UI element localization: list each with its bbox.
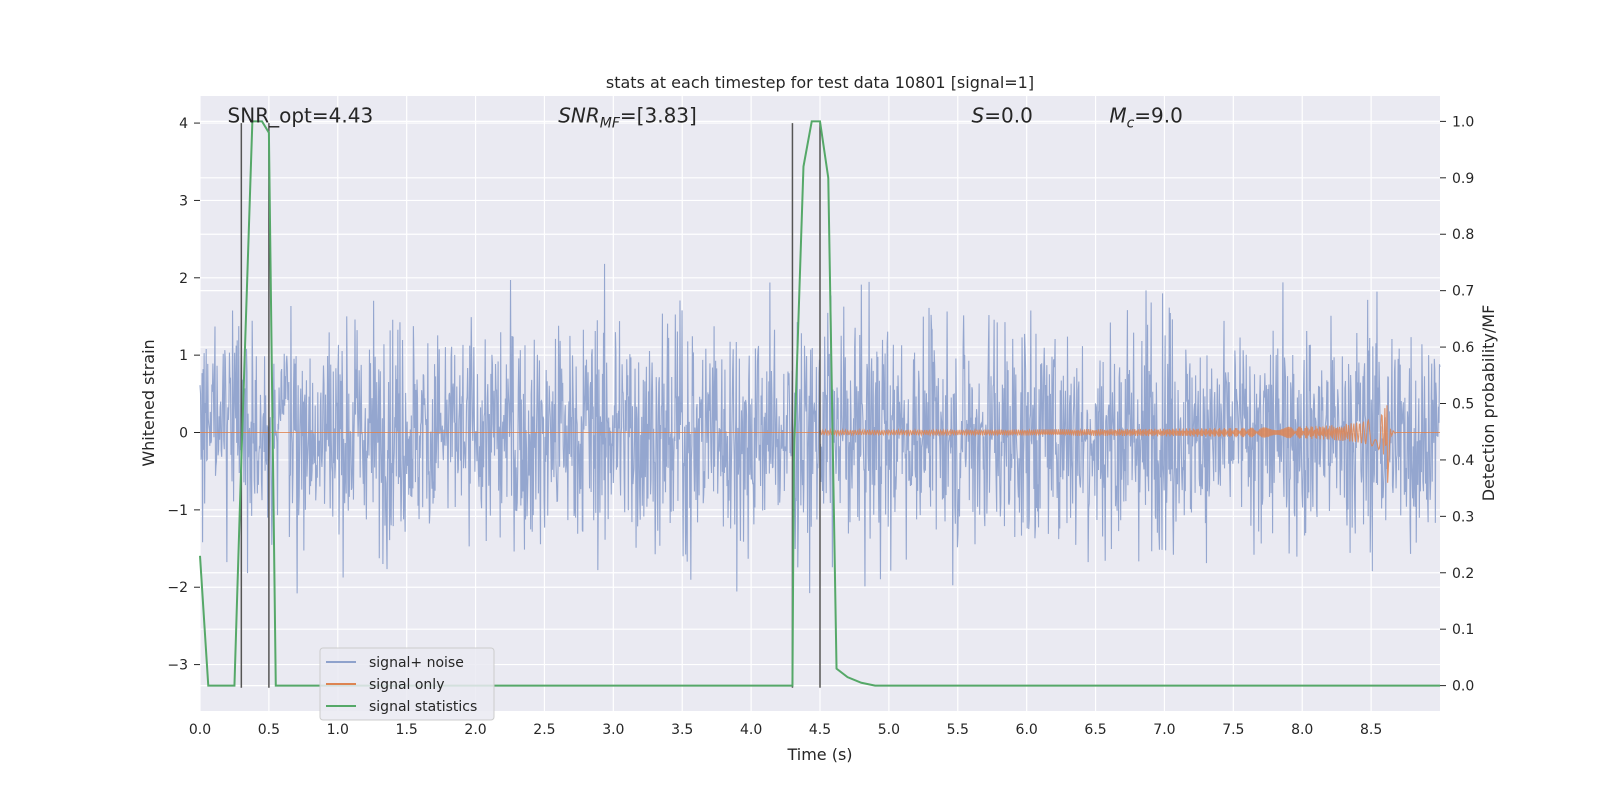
x-tick-label: 2.5 (533, 722, 555, 738)
y-tick-label: −1 (167, 503, 188, 519)
annotation-text: SNR_opt=4.43 (228, 103, 374, 127)
x-tick-label: 0.5 (258, 722, 280, 738)
y-right-tick-label: 0.1 (1452, 622, 1474, 638)
x-tick-label: 1.0 (327, 722, 349, 738)
y-right-tick-label: 0.0 (1452, 679, 1474, 695)
y-right-tick-label: 1.0 (1452, 114, 1474, 130)
x-tick-label: 8.5 (1360, 722, 1382, 738)
y-tick-label: 4 (179, 116, 188, 132)
x-tick-label: 1.5 (396, 722, 418, 738)
x-tick-label: 5.0 (878, 722, 900, 738)
y-axis-right-label: Detection probability/MF (1479, 305, 1498, 502)
x-ticks: 0.0 0.5 1.0 1.5 2.0 2.5 3.0 3.5 4.0 4.5 5.0 5.5 6.0 6… (189, 722, 1382, 738)
x-tick-label: 4.5 (809, 722, 831, 738)
x-tick-label: 2.0 (464, 722, 486, 738)
annotation-text: Mc=9.0 (1109, 103, 1183, 131)
legend: signal+ noise signal only signal statist… (319, 647, 495, 721)
annotation-text: S=0.0 (972, 103, 1033, 127)
legend-label-signal-noise: signal+ noise (369, 655, 464, 671)
x-tick-label: 8.0 (1291, 722, 1313, 738)
y-right-tick-label: 0.3 (1452, 509, 1474, 525)
x-tick-label: 7.0 (1153, 722, 1175, 738)
y-right-tick-label: 0.6 (1452, 340, 1474, 356)
y-tick-label: 3 (179, 193, 188, 209)
legend-label-signal-statistics: signal statistics (369, 699, 477, 715)
y-tick-label: 2 (179, 271, 188, 287)
x-tick-label: 3.5 (671, 722, 693, 738)
signal-statistics-series (199, 120, 1440, 687)
annotations: SNR_opt=4.43 SNRMF=[3.83] S=0.0 Mc=9.0 (228, 103, 1183, 131)
x-tick-label: 0.0 (189, 722, 211, 738)
y-right-tick-label: 0.2 (1452, 566, 1474, 582)
x-tick-label: 5.5 (947, 722, 969, 738)
y-right-tick-label: 0.8 (1452, 227, 1474, 243)
x-tick-label: 4.0 (740, 722, 762, 738)
x-tick-label: 7.5 (1222, 722, 1244, 738)
y-ticks-right: 1.0 0.9 0.8 0.7 0.6 0.5 0.4 0.3 0.2 0.1 0.0 (1440, 114, 1474, 695)
x-tick-label: 6.5 (1084, 722, 1106, 738)
signal-statistics-line (199, 120, 1440, 687)
y-tick-label: 0 (179, 426, 188, 442)
x-axis-label: Time (s) (786, 745, 852, 764)
annotation-text: SNRMF=[3.83] (558, 103, 697, 131)
y-tick-label: −2 (167, 580, 188, 596)
y-right-tick-label: 0.9 (1452, 171, 1474, 187)
legend-box (319, 647, 495, 721)
x-tick-label: 3.0 (602, 722, 624, 738)
y-tick-label: 1 (179, 348, 188, 364)
y-right-tick-label: 0.5 (1452, 397, 1474, 413)
chart-title: stats at each timestep for test data 108… (606, 73, 1034, 92)
legend-label-signal-only: signal only (369, 677, 444, 693)
y-tick-label: −3 (167, 658, 188, 674)
y-right-tick-label: 0.4 (1452, 453, 1474, 469)
y-axis-label: Whitened strain (139, 339, 158, 466)
y-right-tick-label: 0.7 (1452, 284, 1474, 300)
y-ticks-left: 4 3 2 1 0 −1 −2 −3 (167, 116, 200, 674)
x-tick-label: 6.0 (1016, 722, 1038, 738)
